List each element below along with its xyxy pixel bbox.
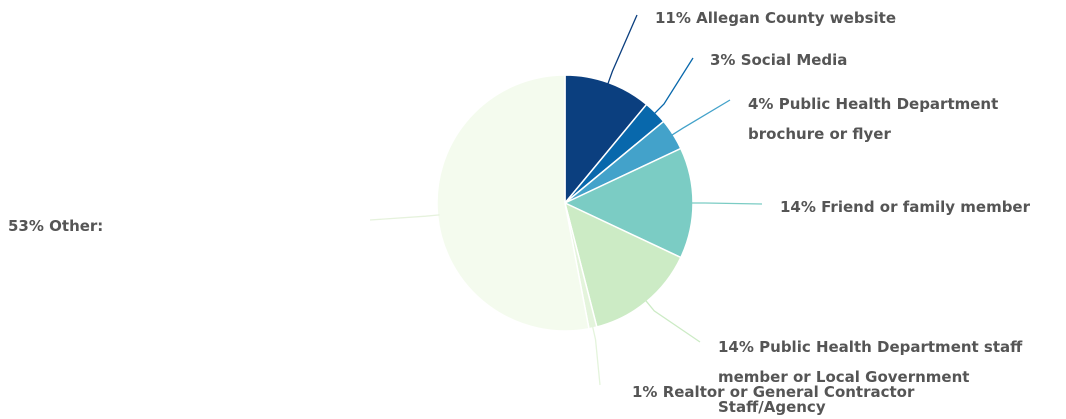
category-label: Friend or family member (821, 198, 1031, 216)
leader-line (591, 325, 601, 386)
category-label: Other: (49, 217, 104, 235)
slice-label: 4% Public Health Department brochure or … (748, 89, 1048, 149)
category-label: Realtor or General Contractor (662, 383, 915, 401)
category-label: Public Health Department staff member or… (718, 338, 1023, 416)
value-label: 3% (710, 51, 736, 69)
leader-line (653, 57, 694, 115)
category-label: Social Media (740, 51, 848, 69)
leader-line (369, 214, 440, 221)
leader-line (607, 14, 638, 85)
value-label: 11% (655, 9, 691, 27)
value-label: 1% (632, 383, 658, 401)
value-label: 4% (748, 95, 774, 113)
value-label: 14% (780, 198, 816, 216)
slice-label: 14% Public Health Department staff membe… (718, 332, 1058, 419)
slice-label: 11% Allegan County website (655, 3, 1055, 33)
category-label: Public Health Department brochure or fly… (748, 95, 999, 143)
slice-label: 14% Friend or family member (780, 192, 1060, 222)
category-label: Allegan County website (696, 9, 896, 27)
slice-label: 1% Realtor or General Contractor (632, 377, 972, 407)
leader-line (644, 299, 701, 343)
leader-line (671, 99, 731, 137)
value-label: 14% (718, 338, 754, 356)
slice-label: 3% Social Media (710, 45, 1010, 75)
leader-line (691, 202, 763, 205)
value-label: 53% (8, 217, 44, 235)
slice-label: 53% Other: (8, 211, 208, 241)
